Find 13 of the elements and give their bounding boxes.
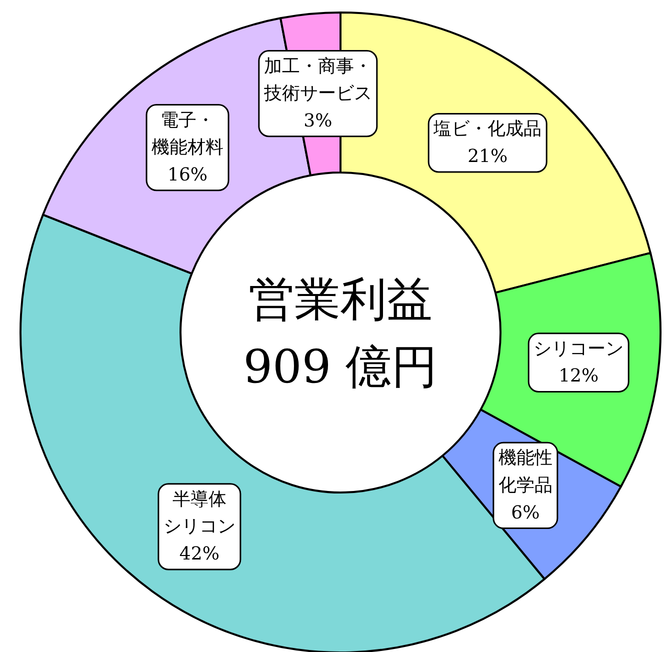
data-label: 3% [304, 110, 332, 132]
slice-label: 半導体シリコン [163, 488, 236, 538]
slice-label: シリコーン [534, 338, 624, 360]
slice-label: 電子・機能材料 [152, 110, 224, 158]
data-label: 16% [168, 164, 208, 186]
slice-label: 塩ビ・化成品 [432, 118, 542, 140]
data-label: 6% [511, 502, 540, 524]
data-label: 21% [468, 146, 508, 168]
data-label: 12% [558, 366, 599, 387]
text: 営業利益 909 億円 [243, 272, 438, 394]
slice-label: 加工・商事・技術サービス [262, 56, 372, 104]
slice-label: 機能性化学品 [498, 448, 552, 496]
data-label: 42% [179, 543, 220, 564]
